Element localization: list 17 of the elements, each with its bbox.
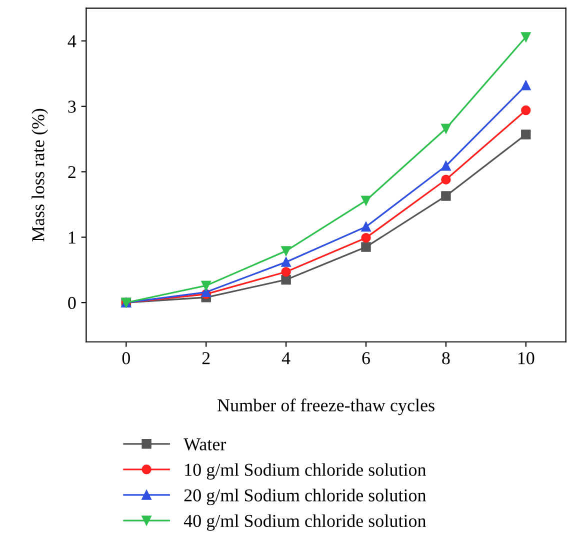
legend-label: 10 g/ml Sodium chloride solution — [185, 463, 426, 480]
y-tick-label: 1 — [69, 232, 76, 244]
legend-label: 40 g/ml Sodium chloride solution — [184, 514, 426, 531]
y-tick-label: 4 — [68, 35, 76, 48]
x-tick-label: 10 — [518, 352, 534, 364]
legend-label: 20 g/ml Sodium chloride solution — [184, 488, 426, 506]
x-tick-label: 6 — [362, 352, 370, 364]
x-tick-label: 8 — [442, 352, 450, 364]
x-tick-label: 2 — [202, 352, 210, 364]
y-tick-label: 0 — [68, 296, 76, 310]
x-tick-label: 0 — [122, 352, 130, 364]
legend-label: Water — [184, 438, 226, 450]
y-tick-label: 3 — [68, 100, 76, 113]
y-tick-label: 2 — [68, 166, 76, 178]
y-axis-title: Mass loss rate (%) — [32, 108, 48, 242]
x-tick-label: 4 — [282, 352, 290, 364]
x-axis-title: Number of freeze-thaw cycles — [218, 398, 434, 416]
